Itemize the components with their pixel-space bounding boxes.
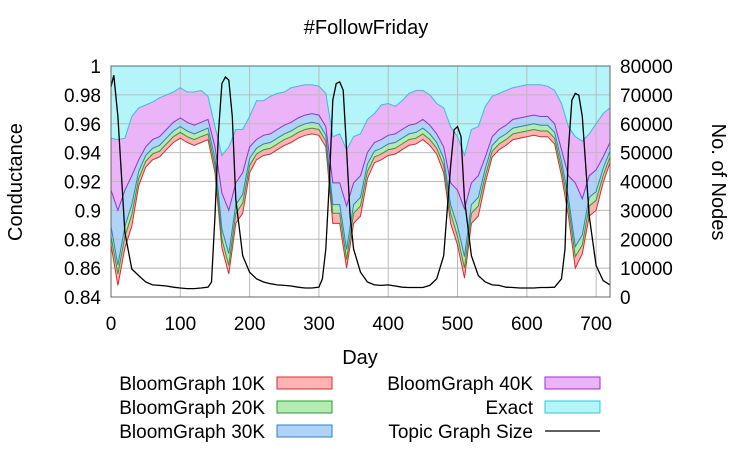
legend-swatch <box>544 400 601 414</box>
y-tick-label: 0.96 <box>64 115 101 136</box>
line-exact <box>110 84 611 158</box>
y-tick-label: 1 <box>90 57 101 78</box>
y-tick-label: 0.98 <box>64 86 101 107</box>
y2-axis-label: No. of Nodes <box>707 124 729 241</box>
axis-ticks: 0 100 200 300 400 500 600 700 0.84 0.86 0.88 0.9 0.9… <box>64 57 673 335</box>
y-tick-label: 0.84 <box>64 288 101 309</box>
y2-tick-label: 0 <box>620 288 631 309</box>
x-tick-label: 700 <box>580 314 612 335</box>
legend-swatch <box>276 400 333 414</box>
legend-swatch <box>276 424 333 438</box>
legend-label: Exact <box>485 398 533 419</box>
legend-item: BloomGraph 20K <box>119 398 333 419</box>
legend-label: BloomGraph 30K <box>119 422 265 443</box>
y2-tick-label: 30000 <box>620 201 673 222</box>
legend-label: BloomGraph 40K <box>387 374 533 395</box>
x-tick-label: 300 <box>303 314 335 335</box>
legend-item: Exact <box>485 398 601 419</box>
y2-tick-label: 70000 <box>620 86 673 107</box>
line-bloomgraph-10k <box>110 133 611 286</box>
line-topic-graph-size <box>110 75 611 290</box>
x-tick-label: 500 <box>442 314 474 335</box>
y2-tick-label: 50000 <box>620 144 673 165</box>
series-lines <box>110 75 611 290</box>
line-bloomgraph-30k <box>110 121 611 266</box>
x-tick-label: 100 <box>164 314 196 335</box>
y2-tick-label: 60000 <box>620 115 673 136</box>
legend-swatch <box>544 376 601 390</box>
legend-item: BloomGraph 40K <box>387 374 601 395</box>
y2-tick-label: 10000 <box>620 259 673 280</box>
legend: BloomGraph 10K BloomGraph 20K BloomGraph 3… <box>119 374 601 443</box>
plot-frame <box>110 65 611 298</box>
x-axis-label: Day <box>342 347 378 369</box>
area-exact <box>111 66 610 156</box>
x-tick-label: 0 <box>106 314 117 335</box>
y-tick-label: 0.88 <box>64 230 101 251</box>
x-tick-label: 400 <box>372 314 404 335</box>
legend-label: BloomGraph 20K <box>119 398 265 419</box>
line-bloomgraph-40k <box>110 113 611 213</box>
line-bloomgraph-20k <box>110 127 611 274</box>
x-tick-label: 200 <box>234 314 266 335</box>
chart-title: #FollowFriday <box>304 17 428 39</box>
series-areas <box>111 66 610 286</box>
legend-label: BloomGraph 10K <box>119 374 265 395</box>
x-tick-label: 600 <box>511 314 543 335</box>
legend-item: BloomGraph 30K <box>119 422 333 443</box>
legend-item: BloomGraph 10K <box>119 374 333 395</box>
y-tick-label: 0.92 <box>64 173 101 194</box>
y-tick-label: 0.86 <box>64 259 101 280</box>
legend-item: Topic Graph Size <box>388 422 600 443</box>
y2-tick-label: 40000 <box>620 173 673 194</box>
y-tick-label: 0.94 <box>64 144 101 165</box>
legend-swatch <box>276 376 333 390</box>
y-tick-label: 0.9 <box>75 201 101 222</box>
y-axis-label: Conductance <box>5 123 27 241</box>
grid <box>111 66 610 297</box>
legend-label: Topic Graph Size <box>388 422 533 443</box>
y2-tick-label: 80000 <box>620 57 673 78</box>
y2-tick-label: 20000 <box>620 230 673 251</box>
